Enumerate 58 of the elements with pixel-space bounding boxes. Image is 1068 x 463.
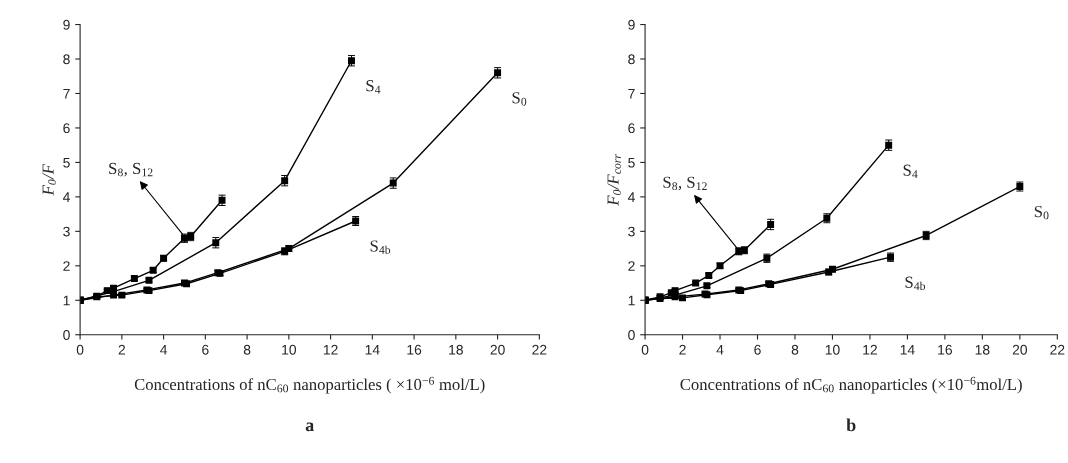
y-tick-label: 8 <box>628 54 635 65</box>
x-tick-label: 18 <box>975 344 990 355</box>
x-tick-label: 10 <box>825 344 840 355</box>
y-tick-label: 7 <box>63 88 70 99</box>
x-tick-label: 0 <box>641 344 649 355</box>
y-tick-label: 0 <box>63 330 70 340</box>
x-tick-label: 4 <box>716 344 724 355</box>
x-tick-label: 4 <box>160 344 168 355</box>
x-tick-label: 20 <box>490 344 505 355</box>
x-tick-label: 6 <box>754 344 761 355</box>
x-tick-label: 2 <box>118 344 126 355</box>
y-tick-label: 1 <box>63 295 70 306</box>
y-tick-label: 2 <box>63 261 70 271</box>
y-tick-label: 4 <box>62 192 70 202</box>
y-tick-label: 3 <box>628 226 635 237</box>
y-tick-label: 9 <box>628 19 635 30</box>
y-tick-label: 5 <box>628 157 635 168</box>
x-tick-label: 20 <box>1012 344 1028 355</box>
x-tick-label: 16 <box>407 344 422 355</box>
annotation: S$_{8}$, S$_{12}$ <box>663 176 707 191</box>
y-tick-label: 8 <box>63 54 70 65</box>
y-tick-label: 3 <box>63 226 70 237</box>
y-tick-label: 0 <box>628 330 635 340</box>
x-tick-label: 14 <box>900 344 915 355</box>
y-tick-label: 6 <box>63 123 70 134</box>
x-tick-label: 18 <box>449 344 463 355</box>
y-tick-label: 9 <box>63 19 70 30</box>
y-tick-label: 4 <box>627 192 635 202</box>
x-tick-label: 22 <box>1050 344 1065 355</box>
x-tick-label: 10 <box>282 344 297 355</box>
series-label: S$_{4b}$ <box>905 276 926 291</box>
series-label: S$_{4b}$ <box>370 240 391 254</box>
x-tick-label: 14 <box>365 344 380 355</box>
series-label: S$_{0}$ <box>512 92 527 106</box>
annotation: S$_{8}$, S$_{12}$ <box>109 162 153 177</box>
y-tick-label: 7 <box>628 88 635 99</box>
y-tick-label: 2 <box>628 261 635 271</box>
y-tick-label: 5 <box>63 157 70 168</box>
x-tick-label: 8 <box>791 344 799 355</box>
x-axis-title: Concentrations of nC$_{60}$ nanoparticles ( ×10$^{−6}$ mol/L) <box>134 376 485 394</box>
y-axis-title: F$_{0}$/F <box>42 163 56 196</box>
x-tick-label: 16 <box>938 344 952 355</box>
x-tick-label: 0 <box>76 344 84 355</box>
x-tick-label: 12 <box>863 344 877 355</box>
series-label: S$_{0}$ <box>1034 205 1049 220</box>
series-label: S$_{4}$ <box>903 164 918 178</box>
text: b <box>846 418 856 432</box>
series-label: S$_{4}$ <box>366 80 381 94</box>
x-tick-label: 22 <box>532 344 547 355</box>
y-axis-title: F$_{0}$/F$_{corr}$ <box>607 154 621 206</box>
x-tick-label: 12 <box>323 344 338 355</box>
y-tick-label: 1 <box>628 295 635 306</box>
text: a <box>305 422 314 432</box>
x-tick-label: 2 <box>679 344 686 355</box>
x-tick-label: 6 <box>202 344 209 355</box>
y-tick-label: 6 <box>628 123 635 134</box>
x-tick-label: 8 <box>243 344 251 355</box>
x-axis-title: Concentrations of nC$_{60}$ nanoparticles (×10$^{−6}$mol/L) <box>680 376 1022 394</box>
